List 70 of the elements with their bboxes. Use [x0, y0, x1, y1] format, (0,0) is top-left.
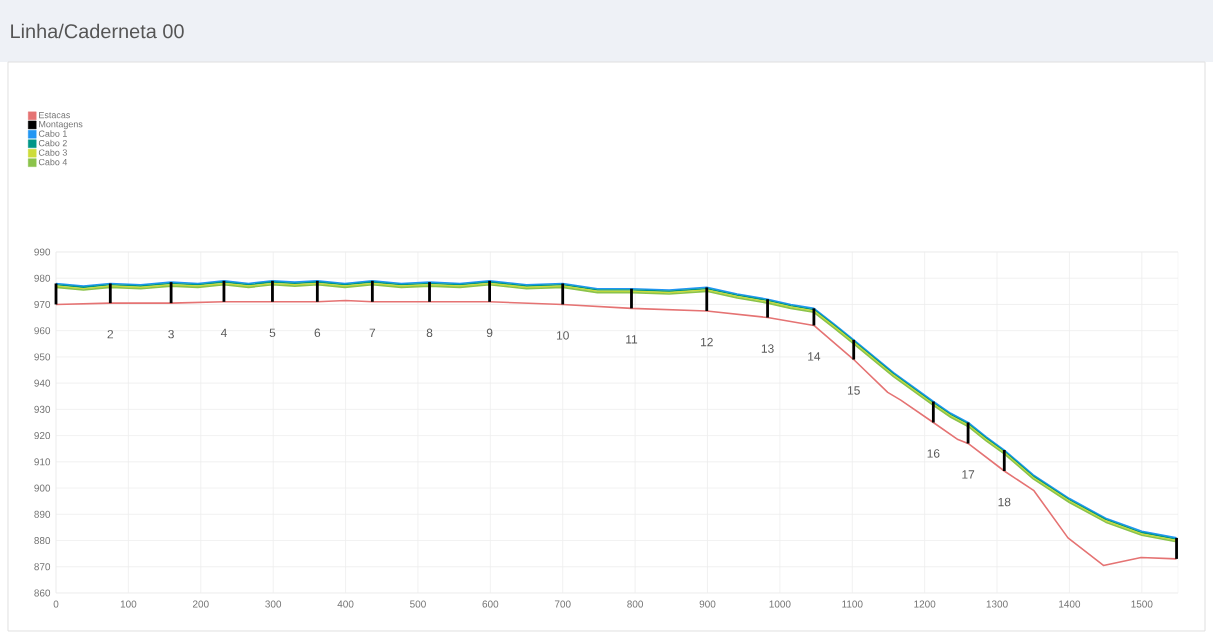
x-tick-label: 200	[192, 600, 209, 608]
annotation: 6	[314, 328, 321, 338]
x-tick-label: 1100	[842, 600, 863, 608]
bar	[108, 283, 112, 304]
bar	[931, 401, 935, 423]
annotation: 18	[998, 497, 1011, 507]
bar	[428, 282, 431, 302]
y-tick-label: 880	[34, 537, 51, 545]
y-tick-label: 990	[34, 248, 51, 256]
x-tick-label: 400	[337, 600, 354, 608]
x-tick-label: 900	[699, 600, 716, 608]
y-tick-label: 900	[34, 484, 51, 492]
bar	[169, 282, 173, 304]
bar	[852, 339, 856, 360]
x-tick-label: 1300	[986, 600, 1008, 608]
chart-title: Linha/Caderneta 00	[11, 23, 184, 39]
x-tick-label: 1500	[1131, 600, 1153, 608]
y-tick-label: 910	[34, 458, 51, 466]
x-tick-label: 1200	[914, 600, 936, 608]
bar	[271, 280, 274, 302]
legend-label: Cabo 4	[38, 158, 68, 166]
annotation: 9	[486, 328, 493, 338]
annotation: 5	[269, 328, 276, 337]
y-tick-label: 860	[34, 589, 51, 597]
bar	[1175, 537, 1178, 559]
legend-label: Montagens	[39, 121, 83, 130]
annotation: 13	[761, 344, 774, 353]
x-tick-label: 100	[120, 600, 137, 608]
bar	[561, 283, 565, 305]
y-tick-label: 950	[34, 353, 51, 361]
annotation: 8	[426, 328, 433, 338]
annotation: 15	[847, 386, 860, 395]
y-tick-label: 870	[34, 563, 51, 571]
y-tick-label: 940	[34, 379, 51, 387]
annotation: 17	[962, 470, 975, 479]
bar	[630, 288, 633, 309]
annotation: 10	[556, 331, 569, 340]
legend-label: Estacas	[39, 111, 70, 119]
legend-label: Cabo 1	[38, 130, 67, 137]
bar	[705, 287, 709, 312]
y-tick-label: 930	[34, 405, 51, 413]
annotation: 14	[808, 352, 821, 361]
y-tick-label: 960	[34, 327, 51, 335]
annotation: 11	[626, 335, 638, 344]
bar	[370, 280, 374, 302]
legend-label: Cabo 3	[38, 149, 67, 156]
annotation: 16	[927, 449, 940, 458]
annotation: 4	[220, 328, 227, 337]
y-tick-label: 890	[34, 510, 51, 518]
x-tick-label: 1400	[1059, 600, 1081, 608]
x-tick-label: 700	[554, 600, 571, 608]
y-tick-label: 980	[34, 274, 51, 282]
bar	[1002, 450, 1006, 472]
y-tick-label: 920	[34, 432, 51, 440]
annotation: 12	[701, 337, 713, 347]
bar	[766, 299, 769, 318]
bar	[315, 280, 319, 302]
annotation: 3	[168, 329, 174, 339]
x-tick-label: 300	[265, 600, 282, 608]
annotation: 7	[369, 328, 376, 337]
bar	[488, 280, 492, 302]
legend-label: Cabo 2	[38, 139, 67, 147]
bar	[812, 308, 816, 326]
x-tick-label: 800	[627, 600, 644, 608]
y-tick-label: 970	[34, 300, 51, 308]
x-tick-label: 0	[53, 600, 59, 608]
x-tick-label: 600	[482, 600, 499, 608]
annotation: 2	[107, 329, 114, 339]
x-tick-label: 1000	[769, 600, 791, 608]
x-tick-label: 500	[410, 600, 426, 608]
